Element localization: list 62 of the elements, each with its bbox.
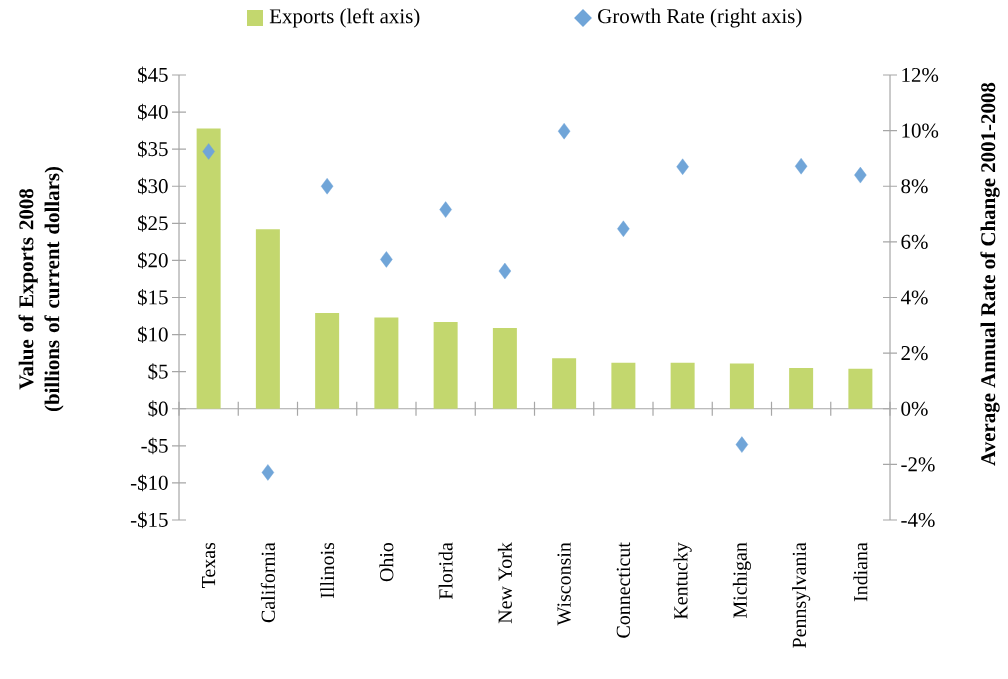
y-tick-label: $25 xyxy=(138,214,168,232)
bar xyxy=(374,317,399,409)
bar xyxy=(552,358,577,409)
y-tick-label: $10 xyxy=(138,326,168,343)
x-tick-label: Ohio xyxy=(379,542,394,582)
y-axis-title: Value of Exports 2008 (billions of current dollars) xyxy=(18,166,64,412)
point xyxy=(794,158,808,175)
x-tick-label: Indiana xyxy=(853,542,868,602)
y-tick-label: $45 xyxy=(138,66,168,84)
y-tick-label: -$10 xyxy=(130,474,168,492)
point xyxy=(380,251,393,268)
y-tick-label: $30 xyxy=(138,177,168,195)
point xyxy=(261,464,275,481)
y-tick-label: $20 xyxy=(138,252,168,269)
y-tick-label: $15 xyxy=(138,289,168,306)
y-tick-label: -$5 xyxy=(141,437,168,455)
y2-axis-title: Average Annual Rate of Change 2001-2008 xyxy=(980,82,1000,466)
y2-tick-label: 2% xyxy=(901,346,928,361)
y-tick-label: -$15 xyxy=(130,511,168,529)
bar xyxy=(433,321,458,409)
y2-tick-label: -4% xyxy=(901,512,935,528)
x-tick-label: Pennsylvania xyxy=(792,542,811,648)
bar xyxy=(196,128,221,409)
x-tick-label: Kentucky xyxy=(673,542,692,620)
point xyxy=(854,166,867,184)
y2-tick-label: 10% xyxy=(902,123,939,138)
y2-tick-label: 4% xyxy=(900,290,928,305)
point xyxy=(498,262,512,280)
y2-tick-label: 0% xyxy=(901,401,928,416)
bar xyxy=(492,327,517,409)
legend-label: Exports (left axis) xyxy=(269,8,420,28)
y2-tick-label: 8% xyxy=(901,179,928,194)
y2-tick-label: 12% xyxy=(902,67,939,83)
y-tick-label: $35 xyxy=(138,140,168,158)
x-tick-label: Florida xyxy=(438,542,453,600)
x-tick-label: Illinois xyxy=(320,542,335,598)
bar xyxy=(315,313,340,409)
bar xyxy=(611,362,636,409)
bar xyxy=(848,368,873,409)
x-tick-label: Texas xyxy=(202,542,216,589)
point xyxy=(320,178,334,195)
x-tick-label: Connecticut xyxy=(616,542,631,638)
x-tick-label: Michigan xyxy=(732,542,751,618)
bar xyxy=(670,362,695,409)
y-tick-label: $5 xyxy=(148,363,168,381)
point xyxy=(617,220,630,237)
y2-tick-label: 6% xyxy=(901,234,928,249)
bar xyxy=(255,229,280,409)
bar xyxy=(729,363,754,409)
point xyxy=(202,143,215,160)
point xyxy=(676,158,689,175)
y2-tick-label: -2% xyxy=(901,457,935,472)
y-tick-label: $0 xyxy=(148,400,168,418)
point xyxy=(557,122,571,140)
x-tick-label: Wisconsin xyxy=(557,542,571,626)
y-tick-label: $40 xyxy=(138,103,168,121)
x-tick-label: California xyxy=(260,542,275,623)
point xyxy=(439,201,452,218)
bar xyxy=(789,367,814,409)
x-tick-label: New York xyxy=(497,542,512,624)
point xyxy=(735,436,749,453)
legend-label: Growth Rate (right axis) xyxy=(598,8,802,28)
